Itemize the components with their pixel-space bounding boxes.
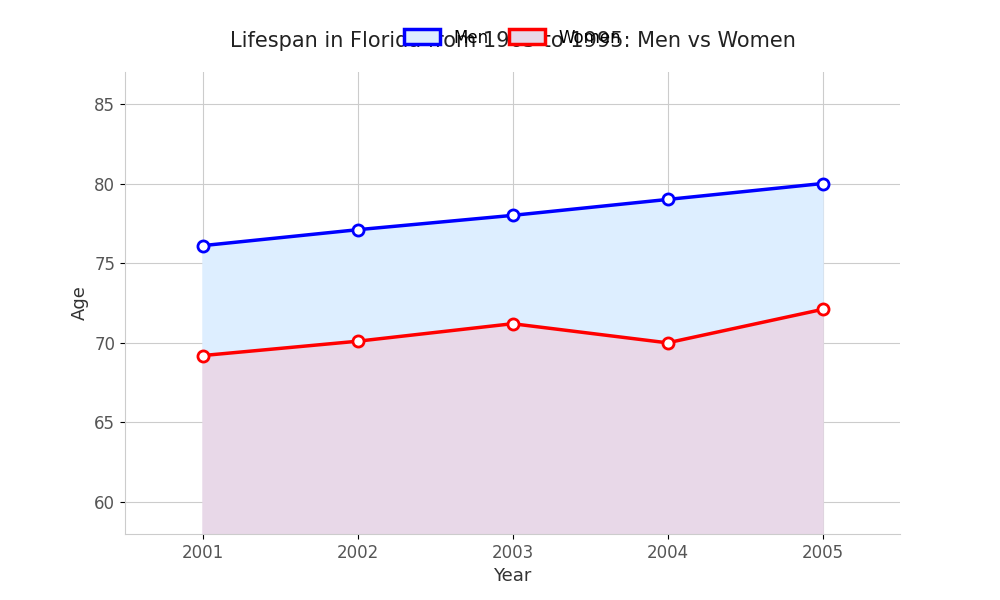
Title: Lifespan in Florida from 1965 to 1995: Men vs Women: Lifespan in Florida from 1965 to 1995: M…: [230, 31, 795, 51]
Y-axis label: Age: Age: [71, 286, 89, 320]
Legend: Men, Women: Men, Women: [395, 20, 630, 55]
X-axis label: Year: Year: [493, 567, 532, 585]
